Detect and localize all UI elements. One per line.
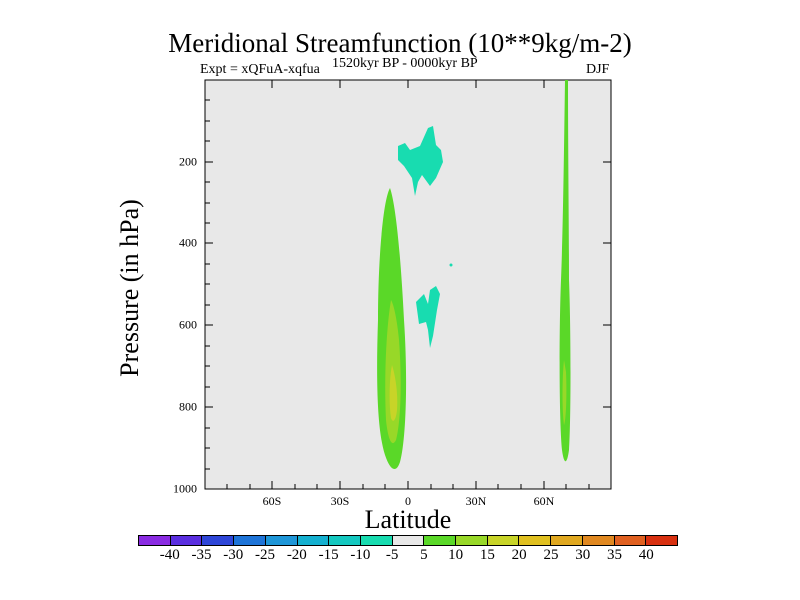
colorbar-swatch	[582, 536, 615, 545]
colorbar-swatch	[392, 536, 425, 545]
y-tick-label: 800	[179, 399, 197, 414]
colorbar-swatch	[329, 536, 361, 545]
colorbar-swatch	[202, 536, 235, 545]
colorbar-label: 20	[511, 547, 527, 563]
x-tick-label: 30S	[330, 494, 350, 508]
colorbar-swatch	[170, 536, 203, 545]
contour-fill-60n-5	[559, 80, 571, 462]
colorbar-label: 35	[606, 547, 622, 563]
colorbar-swatch	[646, 536, 677, 545]
y-tick-label: 200	[179, 154, 197, 169]
colorbar-swatch	[139, 536, 171, 545]
colorbar-swatch	[519, 536, 552, 545]
colorbar-label: 10	[448, 547, 464, 563]
colorbar-swatch	[456, 536, 488, 545]
x-tick-label: 0	[405, 494, 411, 508]
period-label: 1520kyr BP - 0000kyr BP	[332, 56, 478, 71]
colorbar-swatch	[360, 536, 393, 545]
plot-area	[204, 79, 612, 490]
x-tick-label: 30N	[465, 494, 487, 508]
y-axis	[205, 99, 611, 470]
chart-title: Meridional Streamfunction (10**9kg/m-2)	[168, 28, 632, 58]
colorbar-swatch	[297, 536, 330, 545]
y-tick-label: 1000	[173, 481, 197, 496]
y-axis-label: Pressure (in hPa)	[115, 199, 144, 377]
colorbar-swatch	[234, 536, 266, 545]
contour-fill-negative-upper	[398, 126, 443, 196]
colorbar-swatch	[614, 536, 647, 545]
colorbar-label: 40	[638, 547, 654, 563]
y-tick-label: 600	[179, 317, 197, 332]
x-tick-label: 60N	[533, 494, 555, 508]
season-label: DJF	[586, 62, 610, 77]
x-axis	[226, 80, 590, 489]
colorbar-swatch	[551, 536, 583, 545]
colorbar	[138, 535, 678, 546]
contour-fill-60n-10	[562, 360, 567, 425]
colorbar-label: 5	[420, 547, 428, 563]
colorbar-label: -25	[255, 547, 276, 563]
contour-fill-negative-mid	[416, 286, 440, 348]
experiment-label: Expt = xQFuA-xqfua	[200, 62, 320, 77]
colorbar-swatch	[265, 536, 298, 545]
y-tick-label: 400	[179, 235, 197, 250]
colorbar-swatch	[487, 536, 520, 545]
colorbar-label: -15	[318, 547, 339, 563]
colorbar-swatch	[424, 536, 457, 545]
contour-fill-equator-15	[389, 365, 398, 421]
colorbar-label: 15	[479, 547, 495, 563]
colorbar-label: -20	[286, 547, 307, 563]
colorbar-label: 30	[575, 547, 591, 563]
x-axis-label: Latitude	[364, 505, 452, 534]
colorbar-label: -40	[159, 547, 180, 563]
colorbar-label: -35	[191, 547, 212, 563]
colorbar-label: -30	[223, 547, 244, 563]
contour-fill-negative-dot	[449, 263, 453, 267]
colorbar-label: 25	[543, 547, 559, 563]
colorbar-label: -5	[385, 547, 399, 563]
x-tick-label: 60S	[262, 494, 282, 508]
colorbar-label: -10	[350, 547, 371, 563]
